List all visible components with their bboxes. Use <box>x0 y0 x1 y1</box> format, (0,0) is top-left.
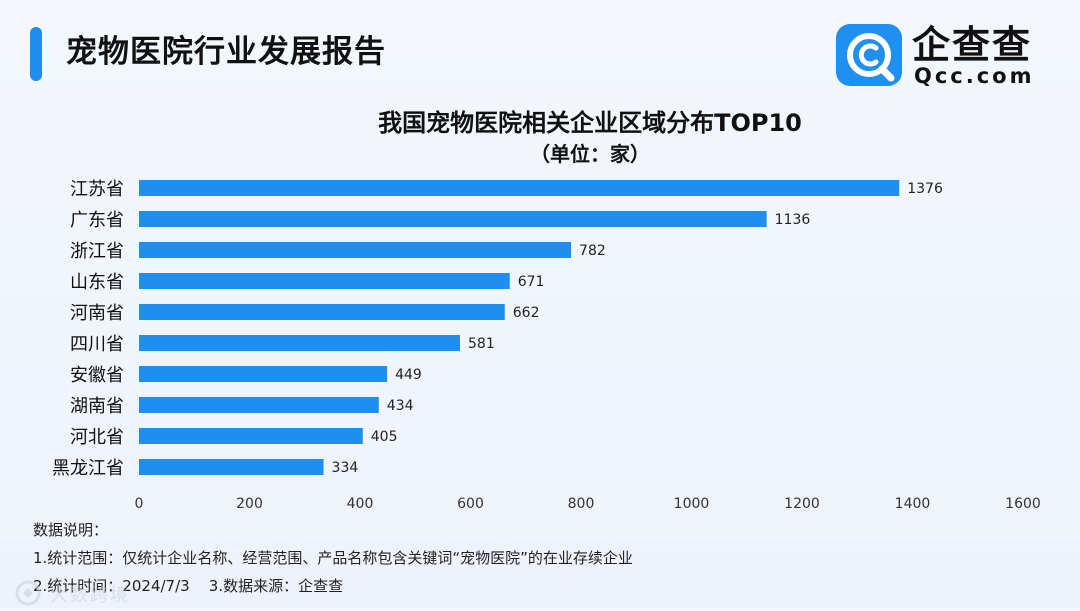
bar <box>139 242 572 258</box>
watermark-logo-icon <box>15 580 41 606</box>
x-tick-label: 0 <box>135 496 144 512</box>
data-label: 662 <box>513 305 540 321</box>
category-label: 河北省 <box>70 427 124 448</box>
x-tick-label: 200 <box>236 496 263 512</box>
data-label: 434 <box>387 398 414 414</box>
x-tick-label: 600 <box>457 496 484 512</box>
x-tick-label: 1600 <box>1005 496 1041 512</box>
x-tick-label: 800 <box>568 496 595 512</box>
chart-subtitle: （单位：家） <box>530 142 650 166</box>
category-label: 山东省 <box>70 272 124 293</box>
bar <box>139 180 900 196</box>
watermark: 大数跨境 <box>14 579 154 607</box>
data-label: 334 <box>332 460 359 476</box>
category-label: 广东省 <box>70 210 124 231</box>
magnifier-c-icon <box>847 33 895 82</box>
bar <box>139 304 505 320</box>
category-label: 四川省 <box>70 334 124 355</box>
notes-line-1: 1.统计范围：仅统计企业名称、经营范围、产品名称包含关键词“宠物医院”的在业存续… <box>33 549 633 567</box>
category-label: 江苏省 <box>70 179 124 200</box>
qcc-logo: 企查查 Qcc.com <box>836 23 1056 90</box>
category-label: 河南省 <box>70 303 124 324</box>
logo-mark <box>836 24 902 86</box>
category-label: 安徽省 <box>70 365 124 386</box>
notes-line-2: 2.统计时间：2024/7/3 3.数据来源：企查查 <box>33 577 344 595</box>
x-tick-label: 1000 <box>674 496 710 512</box>
data-label: 405 <box>371 429 398 445</box>
data-label: 1376 <box>907 181 943 197</box>
accent-bar <box>30 27 42 81</box>
data-label: 782 <box>579 243 606 259</box>
data-label: 449 <box>395 367 422 383</box>
bar <box>139 366 388 382</box>
data-notes: 数据说明： 1.统计范围：仅统计企业名称、经营范围、产品名称包含关键词“宠物医院… <box>33 516 633 600</box>
notes-heading: 数据说明： <box>33 521 109 539</box>
data-label: 671 <box>518 274 545 290</box>
bar <box>139 211 767 227</box>
logo-name: 企查查 <box>912 23 1033 67</box>
bar <box>139 397 379 413</box>
watermark-text: 大数跨境 <box>50 585 130 606</box>
data-label: 1136 <box>775 212 811 228</box>
logo-domain: Qcc.com <box>914 64 1035 88</box>
category-label: 黑龙江省 <box>52 458 124 479</box>
bar <box>139 459 324 475</box>
category-label: 湖南省 <box>70 396 124 417</box>
x-tick-label: 1200 <box>784 496 820 512</box>
bar <box>139 273 510 289</box>
page-title: 宠物医院行业发展报告 <box>66 34 386 70</box>
x-tick-label: 1400 <box>895 496 931 512</box>
data-label: 581 <box>468 336 495 352</box>
x-tick-label: 400 <box>347 496 374 512</box>
bar <box>139 428 363 444</box>
chart-title: 我国宠物医院相关企业区域分布TOP10 <box>378 109 802 137</box>
category-label: 浙江省 <box>70 241 124 262</box>
bar <box>139 335 461 351</box>
